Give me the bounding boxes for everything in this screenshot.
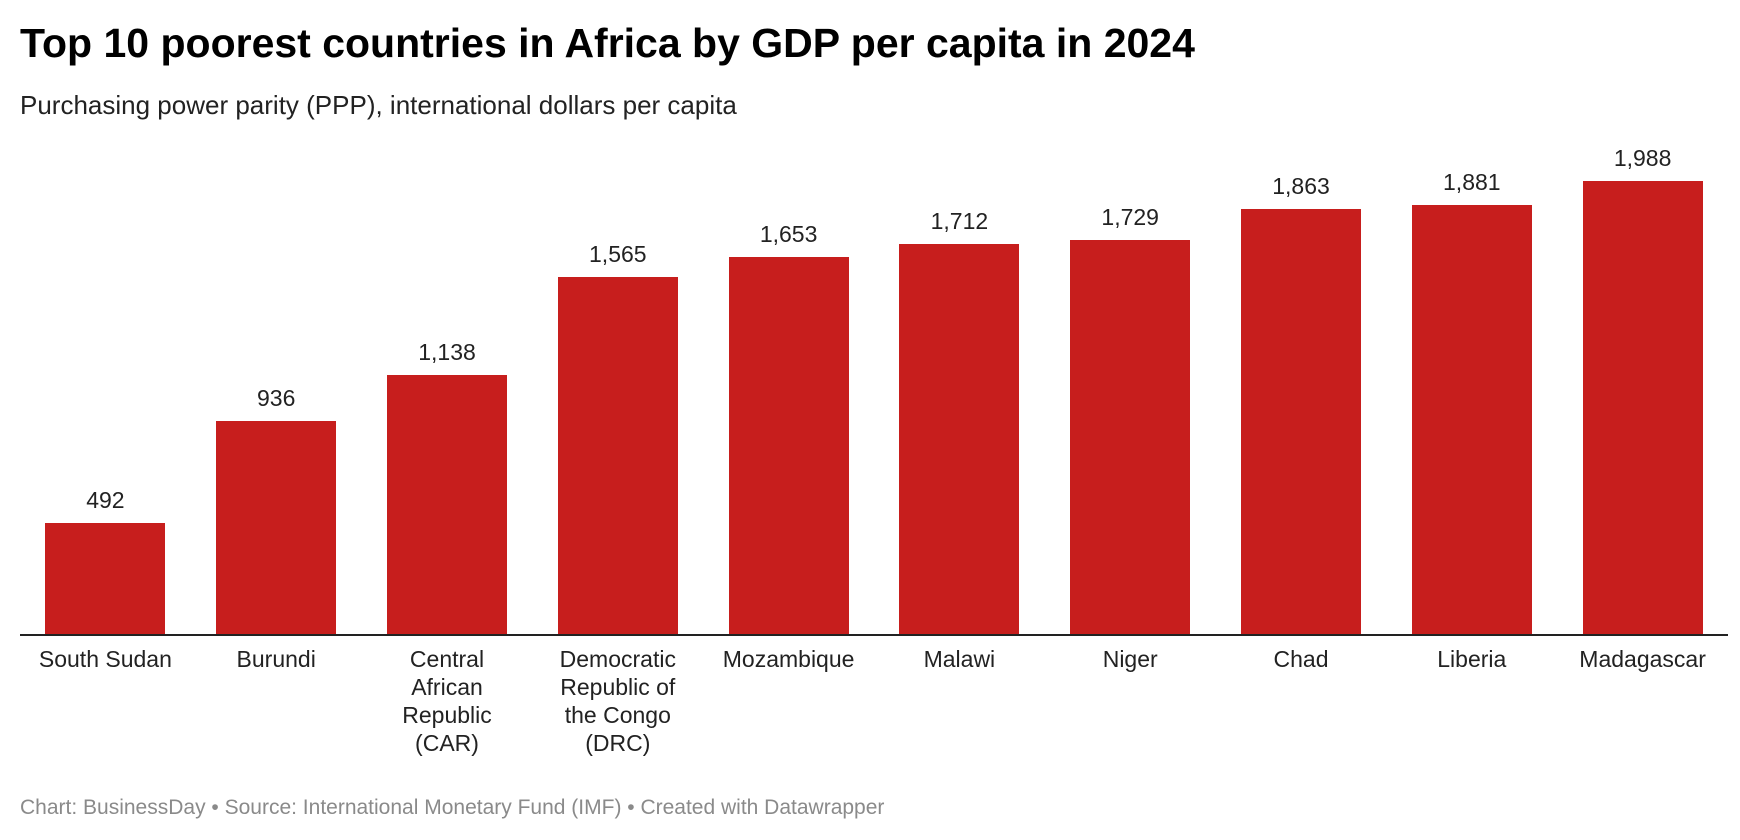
- x-tick-label: South Sudan: [38, 646, 172, 672]
- value-label: 1,988: [1613, 144, 1672, 171]
- chart-footer: Chart: BusinessDay • Source: Internation…: [20, 796, 885, 819]
- x-tick-label: Central African Republic (CAR): [402, 646, 492, 756]
- x-axis-line: [20, 634, 1728, 636]
- x-tick-label: Niger: [1102, 646, 1158, 672]
- x-tick-label: Liberia: [1437, 646, 1507, 672]
- bar: [1241, 209, 1361, 635]
- bar: [1582, 180, 1703, 635]
- x-tick-label: Malawi: [923, 646, 996, 672]
- bar: [1070, 239, 1191, 635]
- value-label: 936: [257, 385, 296, 412]
- value-label: 1,863: [1272, 173, 1330, 200]
- value-label: 1,138: [418, 338, 476, 365]
- value-label: 1,881: [1443, 169, 1501, 196]
- bar: [728, 257, 849, 635]
- chart-title: Top 10 poorest countries in Africa by GD…: [20, 20, 1195, 66]
- value-label: 492: [86, 486, 125, 513]
- x-tick-label: Mozambique: [722, 646, 855, 672]
- value-label: 1,712: [930, 207, 989, 234]
- x-tick-label: Democratic Republic of the Congo (DRC): [559, 646, 676, 756]
- bar: [899, 243, 1020, 635]
- value-label: 1,565: [589, 241, 647, 268]
- x-tick-label: Madagascar: [1579, 646, 1706, 672]
- value-label: 1,729: [1101, 203, 1159, 230]
- bar: [557, 277, 678, 635]
- chart-subtitle: Purchasing power parity (PPP), internati…: [20, 90, 737, 120]
- bar: [387, 374, 507, 635]
- value-label: 1,653: [759, 221, 818, 248]
- bar: [1411, 205, 1532, 635]
- bar: [216, 421, 337, 635]
- bar: [45, 522, 166, 635]
- plot-area: 492 South Sudan 936 Burundi 1,138 Central Afr…: [20, 0, 1728, 840]
- x-tick-label: Burundi: [236, 646, 316, 672]
- x-tick-label: Chad: [1273, 646, 1329, 672]
